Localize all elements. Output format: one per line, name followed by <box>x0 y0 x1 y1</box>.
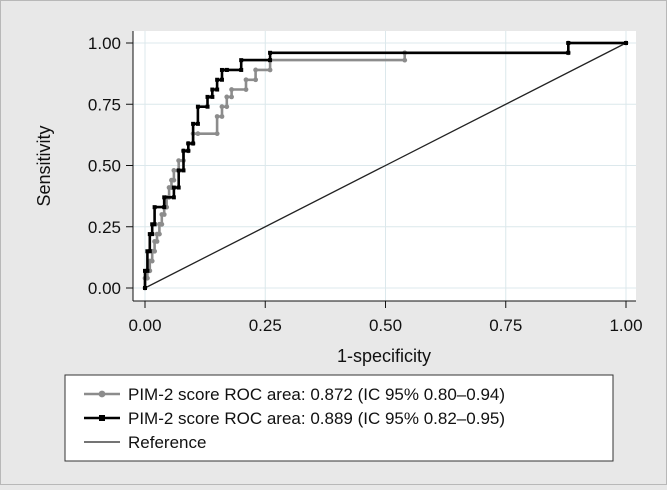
data-point <box>215 87 220 92</box>
data-point <box>191 141 196 146</box>
legend-swatch-marker <box>99 415 105 421</box>
axes: 0.00 0.25 0.50 0.75 1.00 0.00 0.25 0.50 0.75 1.00 <box>88 31 643 335</box>
x-tick-label: 1.00 <box>609 316 642 335</box>
data-point <box>219 104 225 110</box>
x-tick-label: 0.75 <box>489 316 522 335</box>
data-point <box>253 77 259 83</box>
data-point <box>181 148 186 153</box>
legend-label: Reference <box>128 433 206 452</box>
data-point <box>154 239 160 244</box>
data-point <box>159 221 165 227</box>
y-tick-label: 0.50 <box>88 157 121 176</box>
data-point <box>229 87 234 92</box>
data-point <box>243 87 249 92</box>
data-point <box>152 248 158 254</box>
data-point <box>566 50 571 55</box>
data-point <box>147 249 152 254</box>
data-point <box>150 222 155 227</box>
data-point <box>191 121 196 126</box>
data-point <box>181 168 186 173</box>
data-point <box>566 41 571 45</box>
x-tick-label: 0.25 <box>249 316 282 335</box>
series-layer <box>142 40 629 291</box>
data-point <box>171 195 176 200</box>
data-point <box>176 185 181 190</box>
data-point <box>195 104 200 109</box>
legend-swatch-marker <box>98 390 106 398</box>
data-point <box>219 67 224 72</box>
legend-label: PIM-2 score ROC area: 0.872 (IC 95% 0.80… <box>128 385 505 404</box>
x-axis-label: 1-specificity <box>337 346 431 366</box>
data-point <box>224 67 229 72</box>
data-point <box>205 104 210 109</box>
series-line <box>143 41 626 288</box>
data-point <box>162 205 167 210</box>
y-tick-label: 0.00 <box>88 279 121 298</box>
data-point <box>143 268 147 273</box>
data-point <box>195 131 201 137</box>
data-point <box>176 158 182 164</box>
data-point <box>143 286 147 290</box>
x-tick-label: 0.50 <box>369 316 402 335</box>
data-point <box>186 148 191 153</box>
y-tick-label: 0.25 <box>88 218 121 237</box>
data-point <box>624 41 628 45</box>
legend-label: PIM-2 score ROC area: 0.889 (IC 95% 0.82… <box>128 409 505 428</box>
y-tick-label: 1.00 <box>88 34 121 53</box>
data-point <box>195 121 200 126</box>
data-point <box>253 67 259 73</box>
series-2 <box>143 41 628 290</box>
data-point <box>186 141 191 146</box>
data-point <box>210 87 215 92</box>
legend-entry-2: PIM-2 score ROC area: 0.889 (IC 95% 0.82… <box>84 409 505 428</box>
data-point <box>149 258 155 264</box>
data-point <box>161 212 167 217</box>
legend: PIM-2 score ROC area: 0.872 (IC 95% 0.80… <box>64 374 614 462</box>
data-point <box>267 67 273 73</box>
legend-box <box>64 374 614 462</box>
data-point <box>171 177 177 183</box>
data-point <box>268 58 273 63</box>
data-point <box>402 57 408 63</box>
data-point <box>205 94 210 99</box>
data-point <box>219 114 225 119</box>
data-point <box>214 114 220 119</box>
data-point <box>239 67 244 72</box>
series-3 <box>144 42 627 289</box>
data-point <box>176 168 181 173</box>
data-point <box>171 185 176 190</box>
data-point <box>268 50 273 55</box>
data-point <box>152 222 157 227</box>
data-point <box>210 94 215 99</box>
data-point <box>219 77 224 82</box>
data-point <box>145 268 150 273</box>
data-point <box>147 232 152 237</box>
data-point <box>243 77 249 83</box>
data-point <box>224 94 230 100</box>
data-point <box>224 104 230 110</box>
data-point <box>239 58 244 63</box>
series-line <box>144 42 627 289</box>
data-point <box>214 131 220 137</box>
data-point <box>152 205 157 210</box>
legend-entry-3: Reference <box>84 433 206 452</box>
data-point <box>150 232 155 237</box>
data-point <box>215 77 220 82</box>
data-point <box>162 195 167 200</box>
data-point <box>171 168 177 173</box>
x-tick-label: 0.00 <box>128 316 161 335</box>
data-point <box>229 94 234 100</box>
y-axis-label: Sensitivity <box>34 125 54 206</box>
data-point <box>145 249 150 254</box>
y-tick-label: 0.75 <box>88 95 121 114</box>
data-point <box>157 231 162 237</box>
legend-entry-1: PIM-2 score ROC area: 0.872 (IC 95% 0.80… <box>84 385 505 404</box>
